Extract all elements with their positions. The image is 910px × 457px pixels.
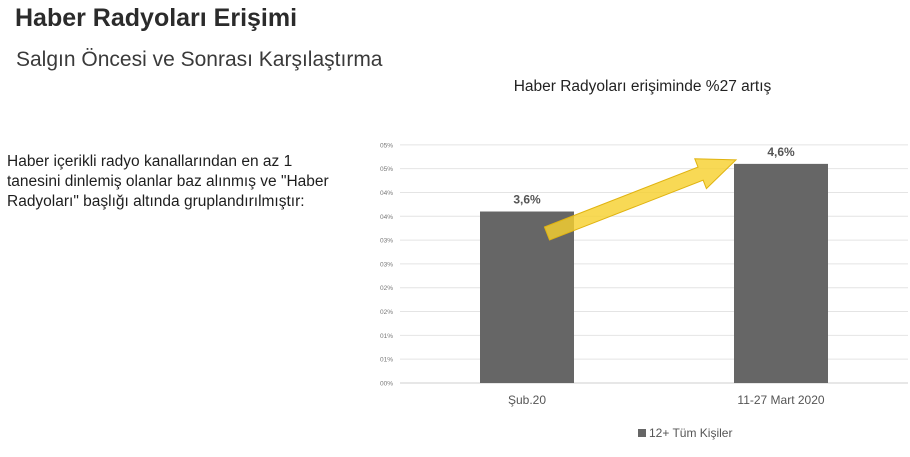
data-label: 4,6%	[767, 145, 795, 159]
y-tick-label: 02%	[380, 285, 393, 292]
increase-arrow	[543, 158, 738, 241]
chart-legend: 12+ Tüm Kişiler	[638, 426, 732, 440]
chart-title: Haber Radyoları erişiminde %27 artış	[513, 78, 772, 95]
y-tick-label: 04%	[380, 214, 393, 221]
y-tick-label: 03%	[380, 261, 393, 268]
legend-label: 12+ Tüm Kişiler	[649, 426, 733, 440]
arrow-shape	[543, 158, 738, 241]
y-tick-label: 05%	[380, 142, 393, 149]
page-title: Haber Radyoları Erişimi	[15, 4, 298, 32]
bar	[734, 163, 828, 383]
description-text: Haber içerikli radyo kanallarından en az…	[7, 153, 329, 210]
y-tick-label: 00%	[380, 381, 393, 388]
y-tick-label: 04%	[380, 190, 393, 197]
y-tick-label: 05%	[380, 166, 393, 173]
bar	[480, 211, 574, 383]
data-label: 3,6%	[513, 193, 541, 207]
x-tick-label: 11-27 Mart 2020	[737, 393, 824, 407]
y-tick-label: 01%	[380, 333, 393, 340]
legend-swatch	[638, 429, 646, 437]
page-subtitle: Salgın Öncesi ve Sonrası Karşılaştırma	[16, 48, 383, 71]
y-tick-label: 02%	[380, 309, 393, 316]
y-tick-label: 01%	[380, 357, 393, 364]
x-tick-label: Şub.20	[508, 393, 546, 407]
y-tick-label: 03%	[380, 238, 393, 245]
